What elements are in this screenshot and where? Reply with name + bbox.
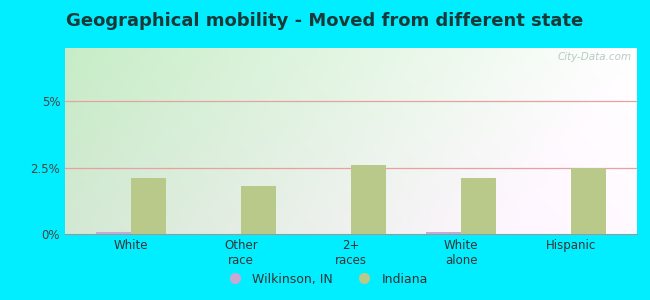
Bar [571,168,606,234]
Bar [351,165,386,234]
Bar [131,178,166,234]
Bar [241,186,276,234]
Legend: Wilkinson, IN, Indiana: Wilkinson, IN, Indiana [217,268,433,291]
Bar [461,178,496,234]
Text: Geographical mobility - Moved from different state: Geographical mobility - Moved from diffe… [66,12,584,30]
Text: City-Data.com: City-Data.com [557,52,631,62]
Bar [426,232,461,234]
Bar [96,232,131,234]
